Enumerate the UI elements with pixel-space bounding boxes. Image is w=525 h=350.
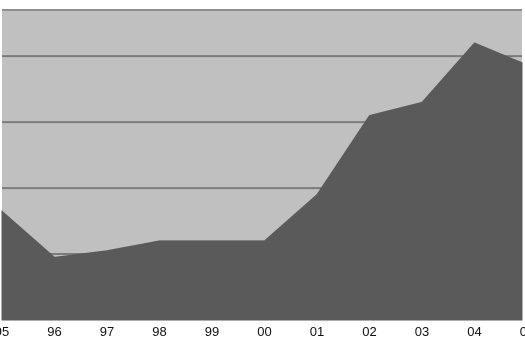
x-tick-label-02: 02 — [362, 324, 376, 339]
series-area-0 — [1, 42, 523, 321]
x-tick-label-04: 04 — [467, 324, 481, 339]
x-tick-label-03: 03 — [415, 324, 429, 339]
x-tick-label-97: 97 — [100, 324, 114, 339]
x-axis-tick-labels: 95 96 97 98 99 00 01 02 03 04 05 — [0, 324, 525, 339]
x-tick-label-01: 01 — [310, 324, 324, 339]
x-tick-label-98: 98 — [152, 324, 166, 339]
x-tick-label-00: 00 — [257, 324, 271, 339]
x-tick-label-95: 95 — [0, 324, 9, 339]
series-area-layer — [1, 42, 523, 321]
x-tick-label-05: 05 — [520, 324, 525, 339]
x-tick-label-99: 99 — [205, 324, 219, 339]
x-tick-label-96: 96 — [47, 324, 61, 339]
